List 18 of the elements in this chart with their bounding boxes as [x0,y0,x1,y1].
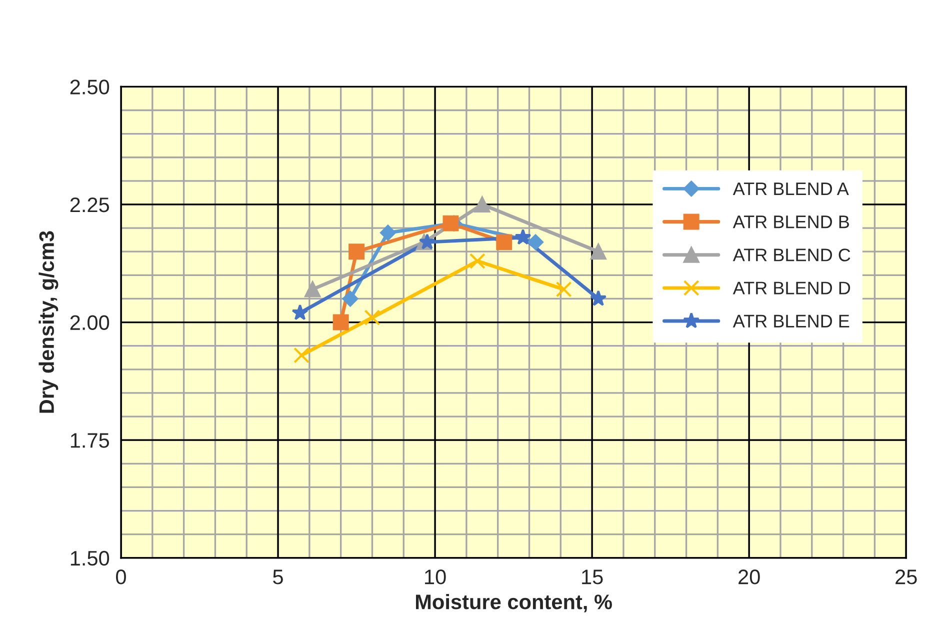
y-tick-label: 2.50 [70,80,110,94]
x-tick-label: 20 [738,570,760,584]
y-tick-label: 1.75 [70,433,110,448]
x-tick-label: 0 [116,570,126,584]
legend-label: ATR BLEND D [732,282,850,294]
legend-label: ATR BLEND B [732,216,849,228]
y-axis-title: Dry density, g/cm3 [38,231,58,413]
x-axis-title: Moisture content, % [416,594,612,612]
legend-label: ATR BLEND E [732,314,850,328]
x-tick-label: 10 [425,570,446,584]
x-tick-label: 25 [896,570,917,584]
legend-label: ATR BLEND C [732,248,850,262]
legend-label: ATR BLEND A [732,182,849,196]
y-tick-label: 1.50 [70,550,110,566]
y-tick-label: 2.25 [70,197,110,212]
y-tick-label: 2.00 [70,315,110,330]
x-tick-label: 15 [582,570,603,584]
x-tick-label: 5 [273,570,283,584]
